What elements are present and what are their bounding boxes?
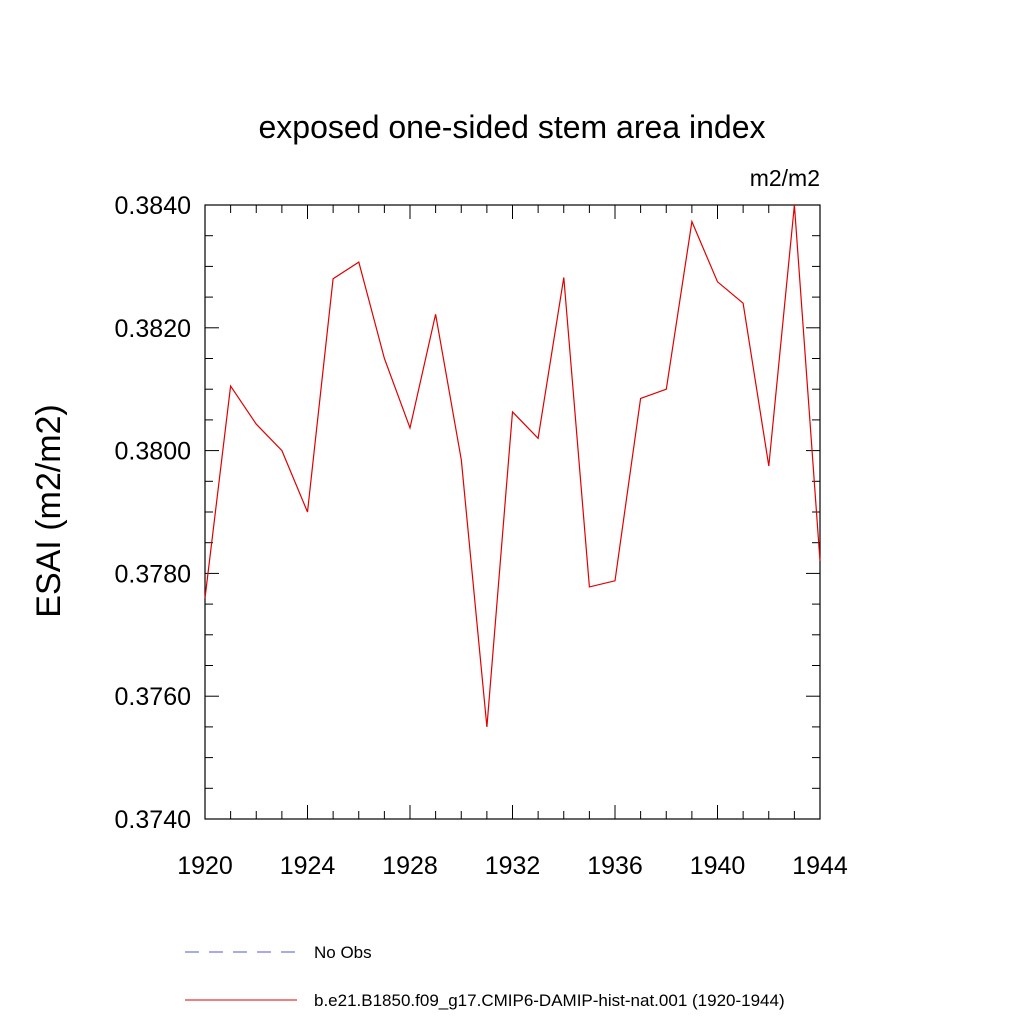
plot-border: [204, 204, 821, 820]
chart-title: exposed one-sided stem area index: [259, 109, 766, 145]
y-tick-label: 0.3760: [115, 683, 191, 711]
y-axis-label: ESAI (m2/m2): [30, 404, 68, 617]
legend-label: No Obs: [314, 943, 372, 962]
series-lines: [204, 204, 821, 727]
x-tick-label: 1924: [280, 852, 336, 880]
y-ticks: 0.3740 0.3760 0.3780 0.3800 0.3820 0.3840: [115, 192, 820, 834]
x-tick-label: 1932: [485, 852, 541, 880]
x-tick-label: 1936: [587, 852, 643, 880]
x-tick-label: 1928: [382, 852, 438, 880]
legend-label: b.e21.B1850.f09_g17.CMIP6-DAMIP-hist-nat…: [314, 991, 785, 1010]
y-tick-label: 0.3820: [115, 315, 191, 343]
series-line: [204, 204, 821, 727]
units-label: m2/m2: [750, 165, 820, 191]
y-tick-label: 0.3800: [115, 438, 191, 466]
legend: No Obs b.e21.B1850.f09_g17.CMIP6-DAMIP-hi…: [185, 943, 785, 1010]
y-tick-label: 0.3740: [115, 806, 191, 834]
y-tick-label: 0.3780: [115, 560, 191, 588]
x-tick-label: 1920: [177, 852, 233, 880]
x-ticks: 1920 1924 1928 1932 1936 1940 1944: [177, 205, 848, 880]
x-tick-label: 1940: [690, 852, 746, 880]
plot-frame: [204, 204, 821, 820]
y-tick-label: 0.3840: [115, 192, 191, 220]
x-tick-label: 1944: [792, 852, 848, 880]
